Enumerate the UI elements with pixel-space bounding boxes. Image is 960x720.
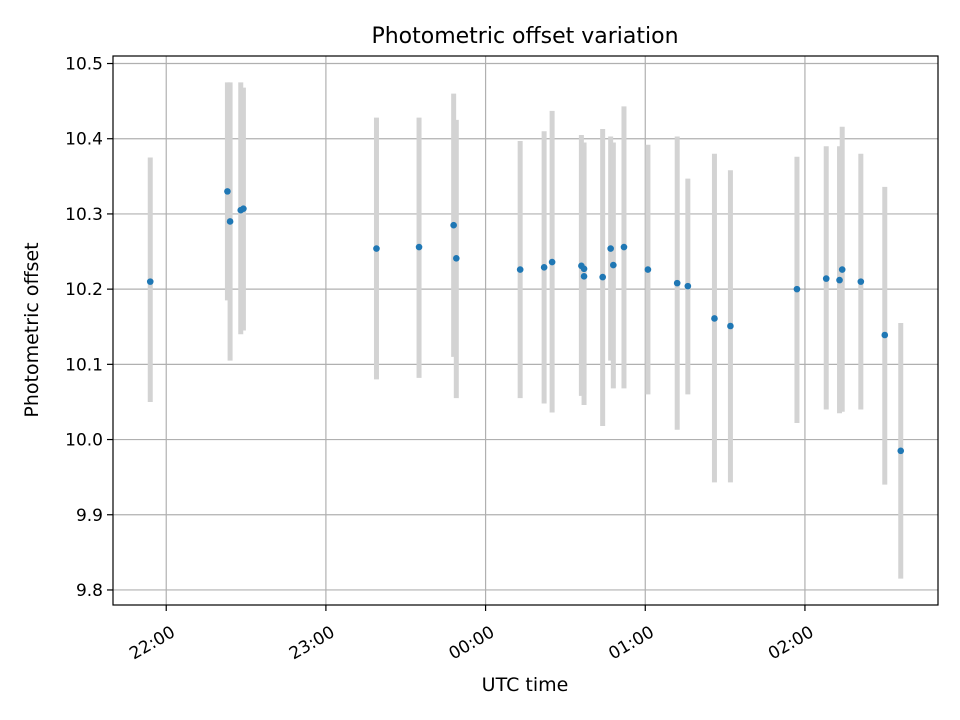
y-tick-label: 10.2 bbox=[65, 280, 103, 300]
data-point bbox=[838, 266, 846, 273]
y-axis-label: Photometric offset bbox=[21, 242, 43, 417]
chart-title: Photometric offset variation bbox=[371, 24, 678, 49]
data-point bbox=[610, 261, 617, 269]
data-point bbox=[711, 315, 718, 322]
data-point bbox=[580, 273, 588, 280]
data-point bbox=[607, 245, 614, 252]
data-point bbox=[897, 447, 905, 455]
data-point bbox=[450, 221, 457, 229]
data-point bbox=[793, 285, 801, 293]
data-point bbox=[415, 243, 423, 251]
data-point bbox=[684, 282, 692, 290]
grid-lines bbox=[113, 56, 938, 605]
data-point bbox=[580, 265, 588, 273]
y-tick-label: 10.3 bbox=[65, 205, 103, 225]
data-point bbox=[857, 278, 865, 285]
data-point bbox=[599, 273, 606, 281]
data-point bbox=[540, 264, 548, 271]
data-point bbox=[822, 275, 830, 282]
y-tick-label: 10.1 bbox=[65, 355, 103, 375]
y-tick-label: 10.4 bbox=[65, 130, 103, 150]
data-point bbox=[226, 218, 234, 225]
data-point bbox=[836, 276, 843, 284]
data-point bbox=[453, 255, 460, 262]
data-point bbox=[673, 279, 681, 287]
data-point bbox=[146, 278, 154, 285]
y-axis-ticks: 9.8 9.9 10.0 10.1 10.2 10.3 10.4 10.5 bbox=[65, 55, 113, 601]
data-point bbox=[727, 322, 734, 330]
data-point bbox=[548, 258, 556, 266]
data-point bbox=[644, 266, 652, 273]
y-tick-label: 9.9 bbox=[76, 506, 103, 526]
y-tick-label: 10.5 bbox=[65, 55, 103, 75]
plot-frame bbox=[112, 55, 939, 606]
data-point bbox=[881, 331, 889, 339]
data-point bbox=[373, 245, 380, 252]
data-point bbox=[516, 266, 524, 273]
y-tick-label: 9.8 bbox=[76, 581, 103, 601]
data-point bbox=[240, 205, 247, 212]
data-point bbox=[224, 188, 231, 195]
data-point bbox=[620, 243, 628, 251]
data-points bbox=[146, 188, 905, 455]
y-tick-label: 10.0 bbox=[65, 431, 103, 451]
x-axis-label: UTC time bbox=[482, 674, 569, 696]
